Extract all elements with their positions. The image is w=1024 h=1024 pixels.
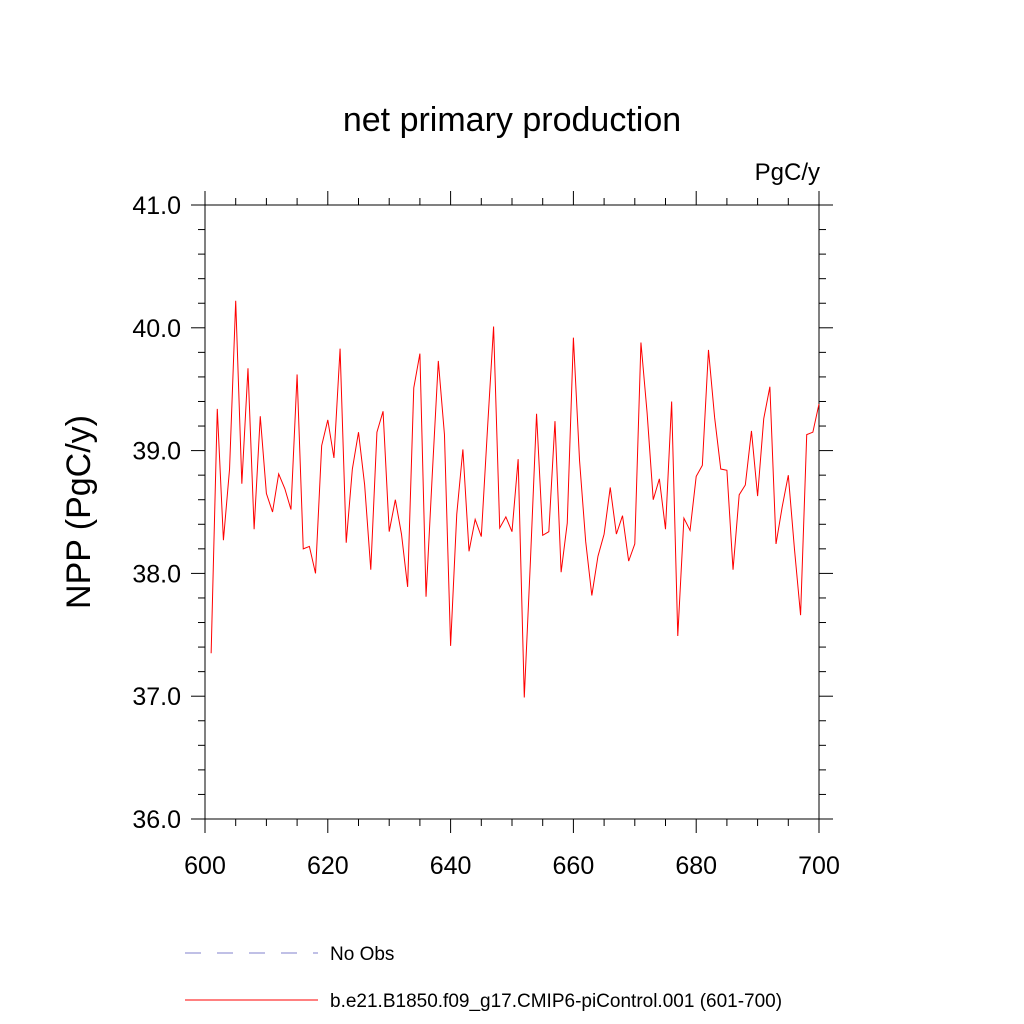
x-tick-label: 600 (184, 852, 226, 880)
y-tick-label: 41.0 (132, 192, 181, 220)
x-tick-label: 680 (675, 852, 717, 880)
series-line-picontrol (210, 300, 820, 698)
y-tick-label: 40.0 (132, 315, 181, 343)
chart-title: net primary production (343, 101, 681, 139)
y-tick-label: 36.0 (132, 806, 181, 834)
series-layer (210, 300, 820, 698)
x-tick-label: 640 (430, 852, 472, 880)
x-tick-label: 620 (307, 852, 349, 880)
y-tick-label: 37.0 (132, 683, 181, 711)
y-tick-label: 38.0 (132, 560, 181, 588)
y-tick-label: 39.0 (132, 438, 181, 466)
x-tick-label: 700 (798, 852, 840, 880)
x-axis-ticks: 600 620 640 660 680 700 (184, 191, 840, 880)
legend: No Obs b.e21.B1850.f09_g17.CMIP6-piContr… (185, 944, 782, 1012)
plot-frame (204, 204, 820, 820)
legend-label-picontrol: b.e21.B1850.f09_g17.CMIP6-piControl.001 … (330, 991, 782, 1012)
x-tick-label: 660 (553, 852, 595, 880)
legend-label-no-obs: No Obs (330, 944, 394, 965)
y-axis-ticks: 36.0 37.0 38.0 39.0 40.0 41.0 (132, 192, 833, 834)
y-axis-label: NPP (PgC/y) (60, 415, 98, 609)
units-label: PgC/y (755, 159, 820, 186)
